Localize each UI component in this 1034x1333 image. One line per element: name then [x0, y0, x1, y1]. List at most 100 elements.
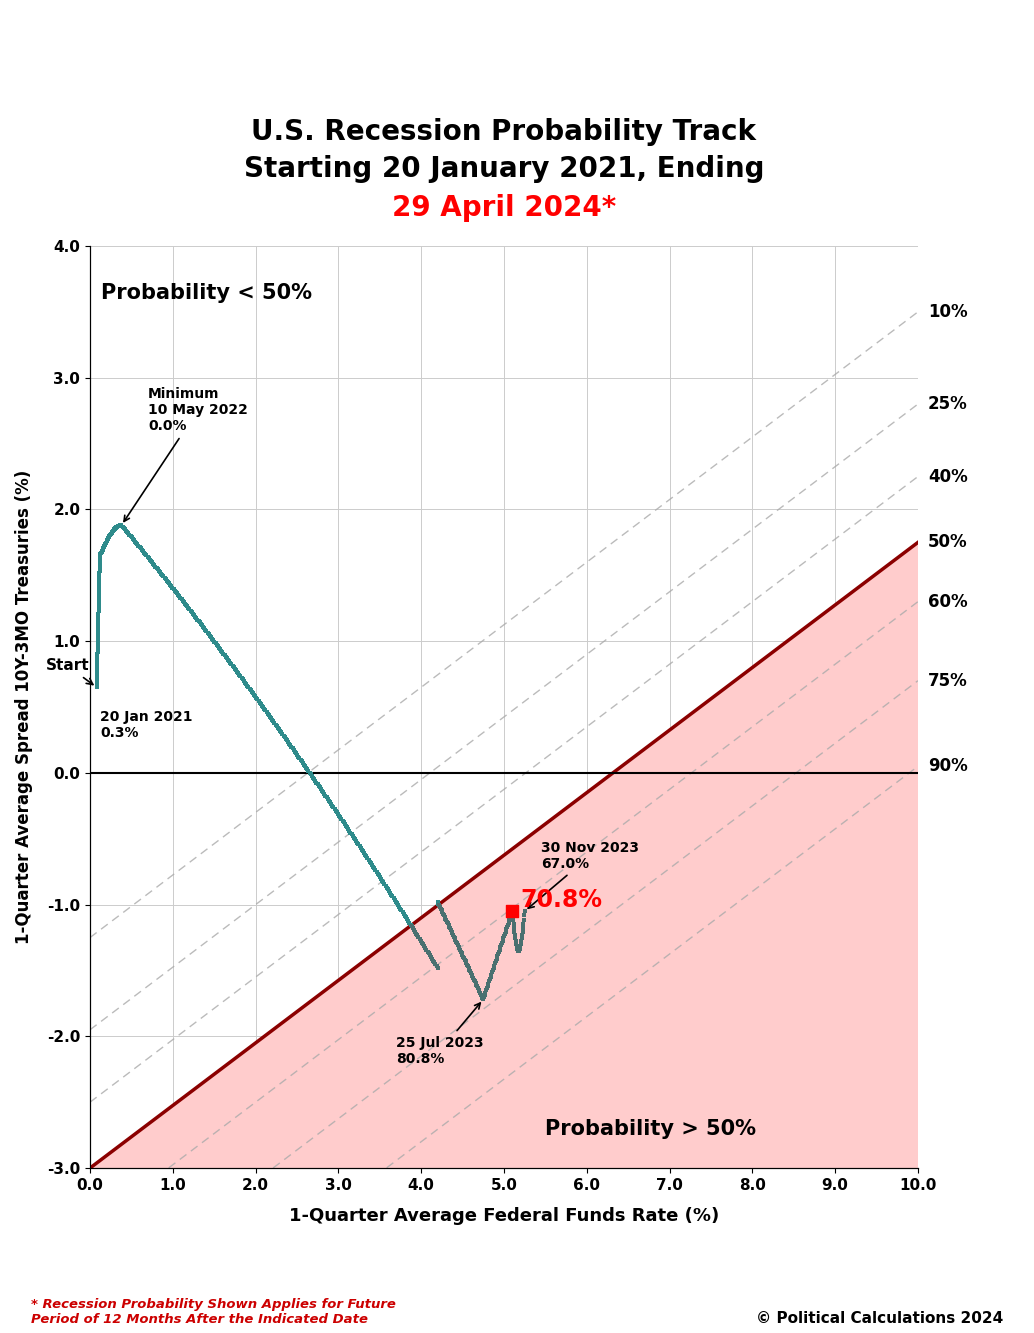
Point — [324, 794, 340, 816]
Point — [511, 940, 527, 961]
Point — [490, 941, 507, 962]
Point — [386, 888, 402, 909]
Point — [514, 921, 530, 942]
Point — [405, 920, 422, 941]
Point — [92, 547, 109, 568]
Point — [111, 515, 127, 536]
Point — [177, 593, 193, 615]
Point — [414, 932, 430, 953]
Point — [89, 639, 105, 660]
Point — [211, 637, 227, 659]
Point — [172, 587, 188, 608]
Point — [455, 946, 472, 968]
Point — [249, 689, 266, 710]
Point — [362, 850, 378, 872]
Point — [100, 527, 117, 548]
Point — [422, 945, 438, 966]
Point — [130, 535, 147, 556]
Point — [403, 916, 420, 937]
Text: 20 Jan 2021
0.3%: 20 Jan 2021 0.3% — [100, 710, 192, 740]
Point — [247, 685, 264, 706]
Point — [104, 521, 121, 543]
Point — [266, 712, 282, 733]
Point — [270, 717, 286, 738]
Point — [95, 536, 112, 557]
Point — [154, 564, 171, 585]
Point — [241, 678, 257, 700]
Point — [415, 933, 431, 954]
Point — [509, 937, 525, 958]
Point — [487, 953, 504, 974]
Point — [132, 537, 149, 559]
Point — [225, 657, 242, 678]
Point — [218, 648, 235, 669]
Point — [418, 938, 434, 960]
Point — [88, 674, 104, 696]
Point — [127, 531, 144, 552]
Point — [238, 673, 254, 694]
Point — [484, 961, 500, 982]
Point — [494, 930, 511, 952]
Point — [491, 938, 508, 960]
Point — [368, 861, 385, 882]
Point — [299, 758, 315, 780]
Point — [90, 592, 107, 613]
Point — [308, 772, 325, 793]
Point — [92, 544, 109, 565]
Point — [89, 670, 105, 692]
Point — [217, 647, 234, 668]
Point — [511, 940, 527, 961]
Point — [408, 922, 425, 944]
Point — [275, 725, 292, 746]
Point — [99, 529, 116, 551]
Point — [112, 515, 128, 536]
Point — [107, 519, 123, 540]
Point — [497, 921, 514, 942]
Point — [187, 607, 204, 628]
Point — [492, 937, 509, 958]
Point — [120, 523, 136, 544]
Point — [89, 651, 105, 672]
Y-axis label: 1-Quarter Average Spread 10Y-3MO Treasuries (%): 1-Quarter Average Spread 10Y-3MO Treasur… — [16, 471, 33, 944]
Point — [314, 780, 331, 801]
Point — [504, 901, 520, 922]
Point — [460, 957, 477, 978]
Point — [111, 516, 127, 537]
Point — [290, 746, 306, 768]
Point — [96, 536, 113, 557]
Point — [274, 724, 291, 745]
Text: 40%: 40% — [927, 468, 968, 485]
Point — [493, 934, 510, 956]
Point — [298, 757, 314, 778]
Point — [89, 648, 105, 669]
Point — [188, 608, 205, 629]
Point — [327, 798, 343, 820]
Point — [122, 525, 139, 547]
Point — [197, 619, 214, 640]
Point — [221, 651, 238, 672]
Point — [370, 865, 387, 886]
Point — [436, 906, 453, 928]
Point — [180, 597, 196, 619]
Text: 30 Nov 2023
67.0%: 30 Nov 2023 67.0% — [528, 841, 639, 908]
Point — [467, 972, 484, 993]
Point — [442, 916, 458, 937]
Point — [121, 524, 138, 545]
Point — [511, 938, 527, 960]
Text: 60%: 60% — [927, 593, 968, 611]
Point — [89, 652, 105, 673]
Point — [92, 545, 109, 567]
Point — [94, 540, 111, 561]
Point — [163, 576, 180, 597]
Point — [360, 849, 376, 870]
Point — [281, 733, 298, 754]
Point — [194, 616, 211, 637]
Point — [432, 898, 449, 920]
Point — [387, 889, 403, 910]
Point — [195, 617, 212, 639]
Point — [90, 603, 107, 624]
Point — [245, 682, 262, 704]
Point — [506, 913, 522, 934]
Point — [215, 643, 232, 664]
Point — [91, 553, 108, 575]
